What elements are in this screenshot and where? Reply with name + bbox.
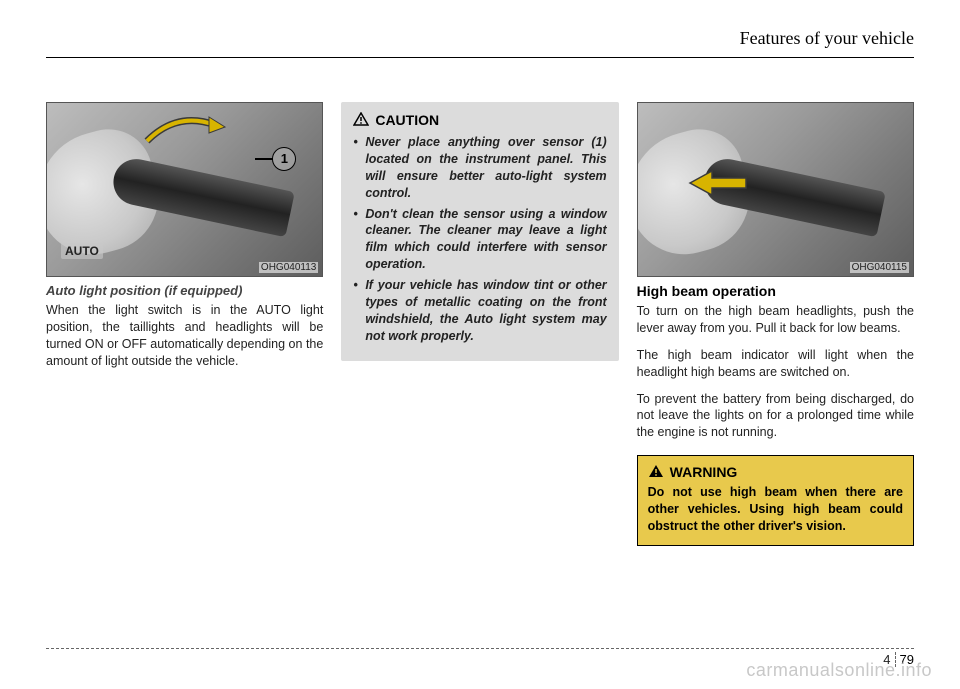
warning-triangle-icon bbox=[648, 464, 664, 480]
page-footer: 479 bbox=[46, 648, 914, 649]
caution-title: CAUTION bbox=[353, 112, 606, 128]
high-beam-subhead: High beam operation bbox=[637, 283, 914, 299]
footer-rule bbox=[46, 648, 914, 649]
high-beam-p1: To turn on the high beam headlights, pus… bbox=[637, 303, 914, 337]
caution-label: CAUTION bbox=[375, 112, 439, 128]
column-left: 1 AUTO OHG040113 Auto light position (if… bbox=[46, 102, 323, 546]
caution-item: Never place anything over sensor (1) loc… bbox=[353, 134, 606, 202]
auto-badge: AUTO bbox=[61, 243, 103, 259]
warning-label: WARNING bbox=[670, 464, 738, 480]
sensor-callout: 1 bbox=[272, 147, 296, 171]
figure-auto-light: 1 AUTO OHG040113 bbox=[46, 102, 323, 277]
warning-text: Do not use high beam when there are othe… bbox=[648, 484, 903, 535]
warning-box: WARNING Do not use high beam when there … bbox=[637, 455, 914, 546]
figure-ref-left: OHG040113 bbox=[259, 262, 318, 273]
auto-light-body: When the light switch is in the AUTO lig… bbox=[46, 302, 323, 370]
content-columns: 1 AUTO OHG040113 Auto light position (if… bbox=[46, 102, 914, 546]
caution-triangle-icon bbox=[353, 112, 369, 128]
manual-page: Features of your vehicle 1 AUTO OHG04011… bbox=[0, 0, 960, 689]
caution-item: If your vehicle has window tint or other… bbox=[353, 277, 606, 345]
caution-list: Never place anything over sensor (1) loc… bbox=[353, 134, 606, 345]
auto-light-subhead: Auto light position (if equipped) bbox=[46, 283, 323, 298]
page-header: Features of your vehicle bbox=[46, 28, 914, 58]
column-right: OHG040115 High beam operation To turn on… bbox=[637, 102, 914, 546]
figure-ref-right: OHG040115 bbox=[850, 262, 909, 273]
chapter-title: Features of your vehicle bbox=[740, 28, 914, 49]
figure-high-beam: OHG040115 bbox=[637, 102, 914, 277]
push-arrow-icon bbox=[688, 168, 748, 198]
high-beam-p2: The high beam indicator will light when … bbox=[637, 347, 914, 381]
high-beam-p3: To prevent the battery from being discha… bbox=[637, 391, 914, 442]
rotate-arrow-icon bbox=[137, 111, 227, 151]
warning-title: WARNING bbox=[648, 464, 903, 480]
caution-box: CAUTION Never place anything over sensor… bbox=[341, 102, 618, 361]
header-rule bbox=[46, 57, 914, 58]
caution-item: Don't clean the sensor using a window cl… bbox=[353, 206, 606, 274]
column-middle: CAUTION Never place anything over sensor… bbox=[341, 102, 618, 546]
watermark: carmanualsonline.info bbox=[746, 660, 932, 681]
